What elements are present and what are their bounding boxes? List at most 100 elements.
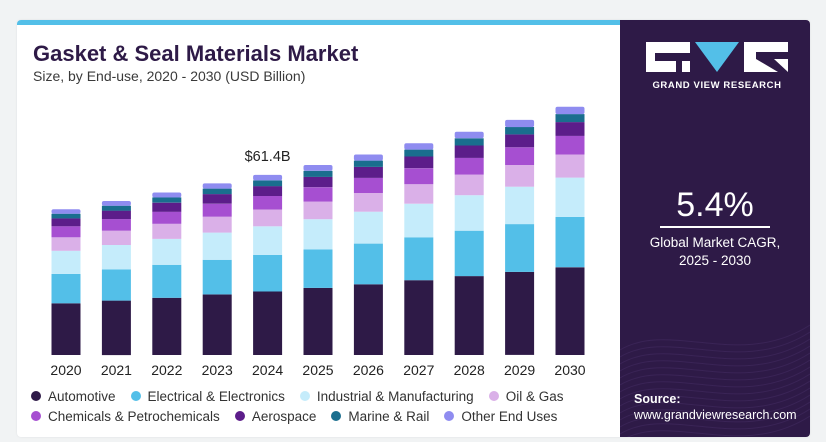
bar-segment-2030-automotive (555, 267, 585, 355)
wave-line (620, 401, 810, 428)
bar-segment-2024-marine-rail (253, 180, 283, 187)
bar-segment-2030-electrical-electronics (555, 216, 585, 268)
chart-title: Gasket & Seal Materials Market (33, 41, 359, 66)
legend-swatch (444, 411, 455, 421)
brand-logo-text: GRAND VIEW RESEARCH (652, 80, 782, 91)
wave-line (620, 394, 810, 421)
cagr-divider (660, 226, 770, 228)
bar-segment-2023-chemicals-petrochemicals (202, 203, 232, 217)
bar-segment-2020-aerospace (51, 218, 81, 227)
bar-segment-2020-chemicals-petrochemicals (51, 226, 81, 238)
chart-card: Gasket & Seal Materials Market Size, by … (17, 20, 810, 437)
wave-line (620, 387, 810, 414)
bar-segment-2020-marine-rail (51, 213, 81, 219)
legend-swatch (31, 391, 41, 401)
bar-segment-2021-other-end-uses (101, 201, 131, 206)
bar-segment-2024-industrial-manufacturing (253, 226, 283, 255)
bar-segment-2024-automotive (253, 291, 283, 355)
legend-label: Chemicals & Petrochemicals (48, 408, 220, 424)
bar-segment-2027-other-end-uses (404, 143, 434, 150)
bar-segment-2026-industrial-manufacturing (353, 211, 383, 244)
legend-swatch (299, 391, 310, 401)
bar-segment-2029-oil-gas (505, 165, 535, 187)
brand-logo: GRAND VIEW RESEARCH (642, 42, 792, 91)
bar-segment-2025-aerospace (303, 176, 333, 188)
accent-bar (17, 20, 620, 25)
bar-segment-2029-industrial-manufacturing (505, 186, 535, 225)
bar-segment-2024-chemicals-petrochemicals (253, 196, 283, 210)
decorative-waves (620, 324, 810, 437)
cagr-label-line1: Global Market CAGR, (649, 235, 781, 250)
bar-segment-2030-other-end-uses (555, 106, 585, 115)
bar-segment-2027-chemicals-petrochemicals (404, 168, 434, 185)
bar-segment-2020-oil-gas (51, 237, 81, 251)
bar-segment-2030-aerospace (555, 122, 585, 136)
chart-legend: Automotive Electrical & Electronics Indust… (31, 386, 616, 426)
wave-line (620, 408, 810, 435)
bar-segment-2021-chemicals-petrochemicals (101, 219, 131, 231)
bar-segment-2023-oil-gas (202, 216, 232, 233)
x-tick-label: 2028 (454, 362, 485, 378)
legend-swatch (488, 391, 499, 401)
legend-label: Other End Uses (461, 408, 558, 424)
bar-segment-2026-automotive (353, 284, 383, 355)
legend-item: Chemicals & Petrochemicals (31, 409, 220, 424)
data-label: $61.4B (245, 149, 291, 165)
bar-segment-2025-industrial-manufacturing (303, 219, 333, 250)
bar-segment-2029-aerospace (505, 134, 535, 148)
x-tick-label: 2026 (353, 362, 384, 378)
bar-segment-2027-automotive (404, 280, 434, 355)
legend-label: Automotive (48, 388, 116, 404)
bar-segment-2023-marine-rail (202, 188, 232, 195)
x-tick-label: 2024 (252, 362, 283, 378)
wave-line (626, 415, 810, 437)
bar-segment-2021-electrical-electronics (101, 269, 131, 301)
wave-line (620, 338, 810, 365)
bar-segment-2029-electrical-electronics (505, 224, 535, 272)
bar-segment-2026-electrical-electronics (353, 243, 383, 285)
legend-swatch (31, 411, 41, 421)
chart-subtitle: Size, by End-use, 2020 - 2030 (USD Billi… (33, 68, 306, 84)
bar-segment-2025-oil-gas (303, 201, 333, 220)
wave-line (620, 352, 810, 379)
bar-segment-2022-electrical-electronics (152, 264, 182, 298)
legend-row: Chemicals & Petrochemicals Aerospace Marin… (31, 406, 616, 426)
legend-swatch (234, 411, 245, 421)
bar-segment-2021-aerospace (101, 210, 131, 220)
legend-label: Marine & Rail (348, 408, 430, 424)
bar-segment-2026-oil-gas (353, 193, 383, 212)
bar-segment-2026-other-end-uses (353, 154, 383, 161)
wave-line (620, 366, 810, 393)
bar-segment-2023-other-end-uses (202, 183, 232, 189)
cagr-label-line2: 2025 - 2030 (678, 253, 752, 268)
bar-segment-2026-aerospace (353, 166, 383, 178)
cagr-label: Global Market CAGR, 2025 - 2030 (620, 234, 810, 270)
wave-line (620, 359, 810, 386)
bar-segment-2026-chemicals-petrochemicals (353, 177, 383, 193)
bar-segment-2020-electrical-electronics (51, 273, 81, 304)
bar-segment-2023-aerospace (202, 194, 232, 204)
bar-segment-2030-chemicals-petrochemicals (555, 135, 585, 155)
bar-segment-2022-other-end-uses (152, 192, 182, 198)
bar-segment-2027-electrical-electronics (404, 237, 434, 281)
x-tick-label: 2029 (504, 362, 535, 378)
source-label: Source: (634, 392, 681, 406)
x-tick-label: 2023 (202, 362, 233, 378)
wave-line (620, 331, 810, 358)
bar-segment-2023-automotive (202, 294, 232, 355)
legend-swatch (130, 391, 141, 401)
legend-item: Other End Uses (444, 409, 557, 424)
legend-label: Oil & Gas (505, 388, 564, 404)
source-link[interactable]: www.grandviewresearch.com (634, 408, 797, 422)
bar-segment-2021-automotive (101, 300, 131, 356)
bar-segment-2020-industrial-manufacturing (51, 250, 81, 274)
x-tick-label: 2030 (554, 362, 585, 378)
bar-segment-2028-other-end-uses (454, 131, 484, 139)
legend-swatch (331, 411, 342, 421)
wave-line (620, 373, 810, 400)
bar-segment-2024-oil-gas (253, 209, 283, 227)
bar-segment-2027-aerospace (404, 156, 434, 169)
bar-segment-2030-marine-rail (555, 114, 585, 123)
bar-segment-2022-automotive (152, 297, 182, 355)
x-tick-label: 2021 (101, 362, 132, 378)
